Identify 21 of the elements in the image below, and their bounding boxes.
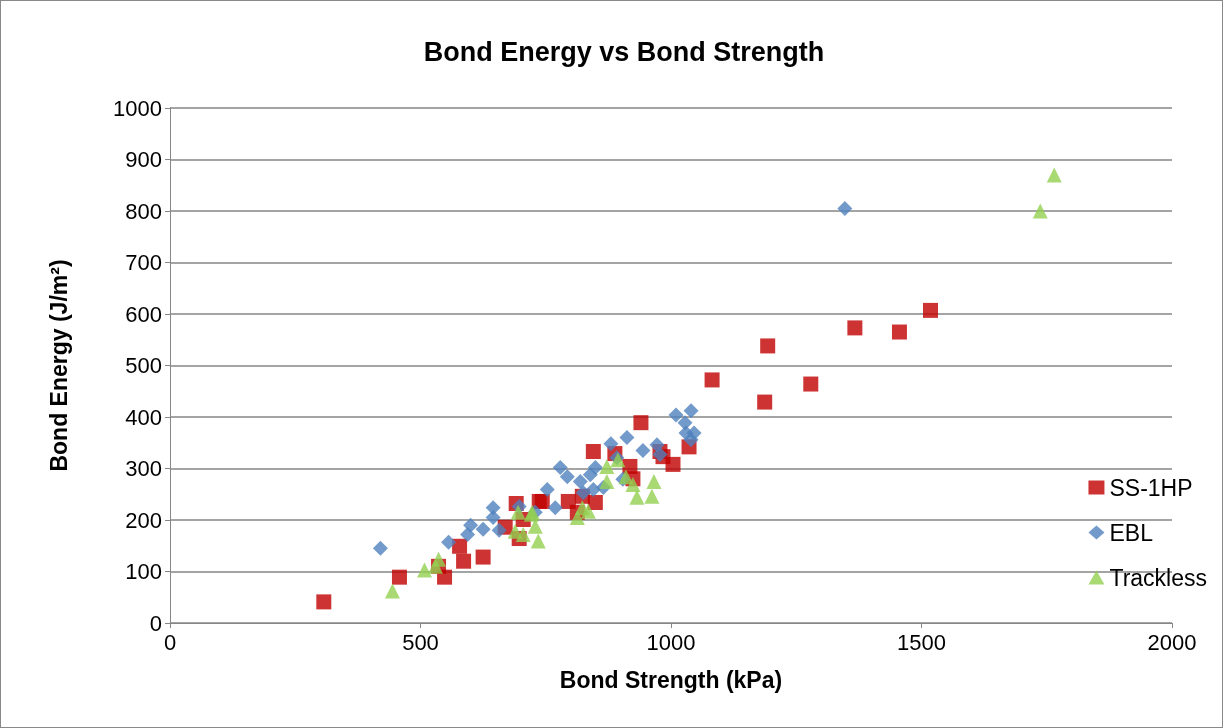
y-tick-label: 0 — [149, 610, 162, 636]
y-tick-label: 900 — [125, 147, 162, 172]
y-tick-label: 400 — [125, 404, 162, 430]
y-tick-label: 500 — [125, 353, 162, 378]
y-tick-label: 300 — [125, 456, 162, 481]
legend-label: Trackless — [1109, 564, 1208, 591]
y-tick-label: 600 — [125, 301, 162, 327]
x-tick-label: 2000 — [1147, 629, 1197, 655]
y-tick-label: 100 — [125, 559, 162, 584]
x-tick-label: 1000 — [646, 629, 696, 655]
legend-label: EBL — [1109, 519, 1154, 546]
y-tick-label: 200 — [125, 507, 162, 533]
x-tick-label: 1500 — [897, 629, 946, 655]
legend-label: SS-1HP — [1109, 474, 1193, 501]
x-axis-title: Bond Strength (kPa) — [559, 666, 783, 693]
y-axis-title: Bond Energy (J/m²) — [45, 259, 72, 472]
y-tick-label: 800 — [125, 198, 162, 224]
chart-title: Bond Energy vs Bond Strength — [423, 36, 825, 67]
y-tick-label: 700 — [125, 250, 162, 275]
x-tick-label: 500 — [402, 629, 439, 655]
y-tick-label: 1000 — [113, 95, 162, 121]
